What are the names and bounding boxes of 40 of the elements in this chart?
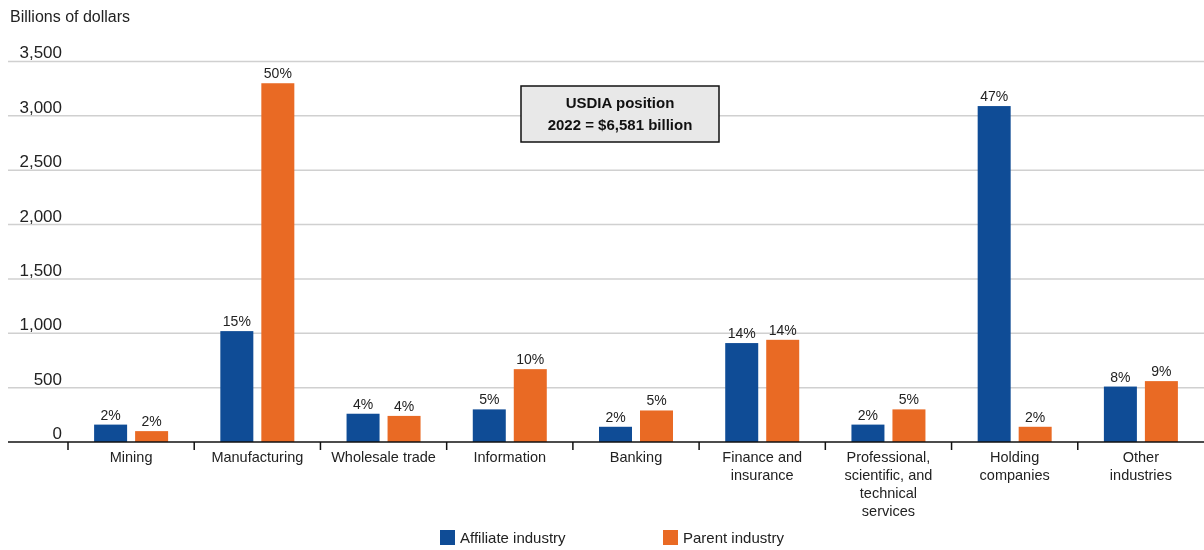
y-tick-label: 2,000 <box>19 206 62 226</box>
annotation: 47% <box>980 88 1009 105</box>
text-box: USDIA position 2022 = $6,581 billion <box>520 85 720 143</box>
annotation: 5% <box>646 392 667 409</box>
annotation: 50% <box>263 65 292 82</box>
annotation: 14% <box>768 321 797 338</box>
annotation: 2% <box>1025 408 1046 425</box>
x-tick-label: Mining <box>109 449 153 465</box>
legend-label: Parent industry <box>683 529 785 547</box>
x-tick-label: Banking <box>609 449 663 465</box>
annotation: 2% <box>857 406 879 423</box>
legend-label: Affiliate industry <box>460 529 567 547</box>
annotation: 4% <box>352 395 374 412</box>
y-tick-label: 1,000 <box>19 315 62 335</box>
x-tick-label: Wholesale trade <box>331 449 436 465</box>
y-tick-label: 3,000 <box>19 97 62 117</box>
annotation: 5% <box>479 391 500 408</box>
x-tick-label: Other industries <box>1109 449 1172 483</box>
y-axis-title: Billions of dollars <box>10 8 131 25</box>
annotation: 4% <box>393 397 415 414</box>
y-tick-label: 500 <box>33 369 62 389</box>
x-tick-label: Finance and insurance <box>722 449 803 483</box>
x-tick-label: Holding companies <box>979 449 1050 483</box>
annotation: 2% <box>100 406 121 423</box>
x-tick-label: Manufacturing <box>211 449 304 465</box>
annotation: 15% <box>222 313 251 330</box>
y-tick-label: 2,500 <box>19 152 62 172</box>
annotation: 2% <box>605 408 626 425</box>
annotation: USDIA position 2022 = $6,581 billion <box>547 94 693 133</box>
annotation: 8% <box>1110 368 1131 385</box>
annotation: 9% <box>1151 363 1172 380</box>
y-tick-label: 1,500 <box>19 260 62 280</box>
annotation: 10% <box>516 351 545 368</box>
annotation: 2% <box>141 413 162 430</box>
y-tick-label: 0 <box>52 423 62 443</box>
x-tick-label: Professional, scientific, and technical services <box>844 449 933 519</box>
annotation: 14% <box>727 325 756 342</box>
x-tick-label: Information <box>473 449 547 465</box>
y-tick-label: 3,500 <box>19 43 62 63</box>
annotation: 5% <box>898 391 920 408</box>
